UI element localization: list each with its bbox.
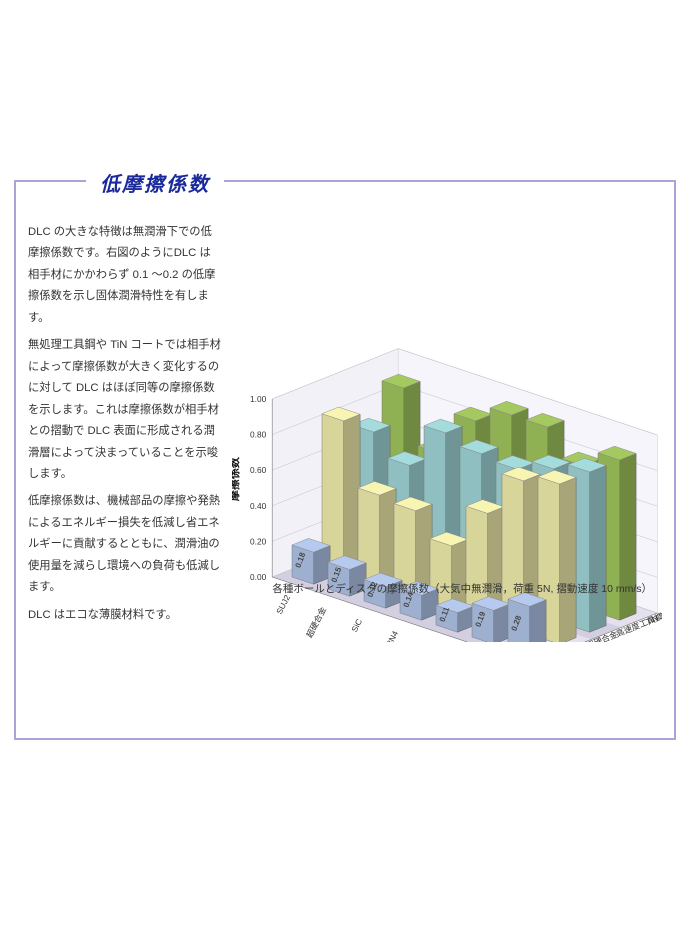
svg-text:0.00: 0.00 xyxy=(250,572,267,582)
chart-caption: 各種ボールとディスクの摩擦係数（大気中無潤滑，荷重 5N, 摺動速度 10 mm… xyxy=(272,581,652,596)
svg-text:0.60: 0.60 xyxy=(250,465,267,475)
svg-text:0.80: 0.80 xyxy=(250,430,267,440)
paragraph: 無処理工具鋼や TiN コートでは相手材によって摩擦係数が大きく変化するのに対し… xyxy=(28,335,222,485)
description-text: DLC の大きな特徴は無潤滑下での低摩擦係数です。右図のようにDLC は相手材に… xyxy=(28,222,222,642)
svg-text:摩擦係数: 摩擦係数 xyxy=(232,456,241,501)
svg-text:SiC: SiC xyxy=(349,617,364,633)
svg-text:超硬合金: 超硬合金 xyxy=(304,605,328,640)
paragraph: DLC はエコな薄膜材料です。 xyxy=(28,605,222,626)
panel-title: 低摩擦係数 xyxy=(86,168,224,197)
svg-text:SUJ2: SUJ2 xyxy=(274,593,292,616)
svg-text:Si3N4: Si3N4 xyxy=(381,629,400,642)
info-panel: 低摩擦係数 DLC の大きな特徴は無潤滑下での低摩擦係数です。右図のようにDLC… xyxy=(14,180,676,740)
friction-3d-bar-chart: 0.000.200.400.600.801.00摩擦係数0.180.150.12… xyxy=(232,222,662,642)
svg-text:0.40: 0.40 xyxy=(250,501,267,511)
paragraph: 低摩擦係数は、機械部品の摩擦や発熱によるエネルギー損失を低減し省エネルギーに貢献… xyxy=(28,491,222,598)
svg-text:Al2O3: Al2O3 xyxy=(417,641,437,642)
svg-text:1.00: 1.00 xyxy=(250,394,267,404)
chart-area: 0.000.200.400.600.801.00摩擦係数0.180.150.12… xyxy=(232,222,662,642)
panel-content: DLC の大きな特徴は無潤滑下での低摩擦係数です。右図のようにDLC は相手材に… xyxy=(28,222,662,642)
svg-text:0.20: 0.20 xyxy=(250,536,267,546)
page: 低摩擦係数 DLC の大きな特徴は無潤滑下での低摩擦係数です。右図のようにDLC… xyxy=(0,0,690,930)
paragraph: DLC の大きな特徴は無潤滑下での低摩擦係数です。右図のようにDLC は相手材に… xyxy=(28,222,222,329)
